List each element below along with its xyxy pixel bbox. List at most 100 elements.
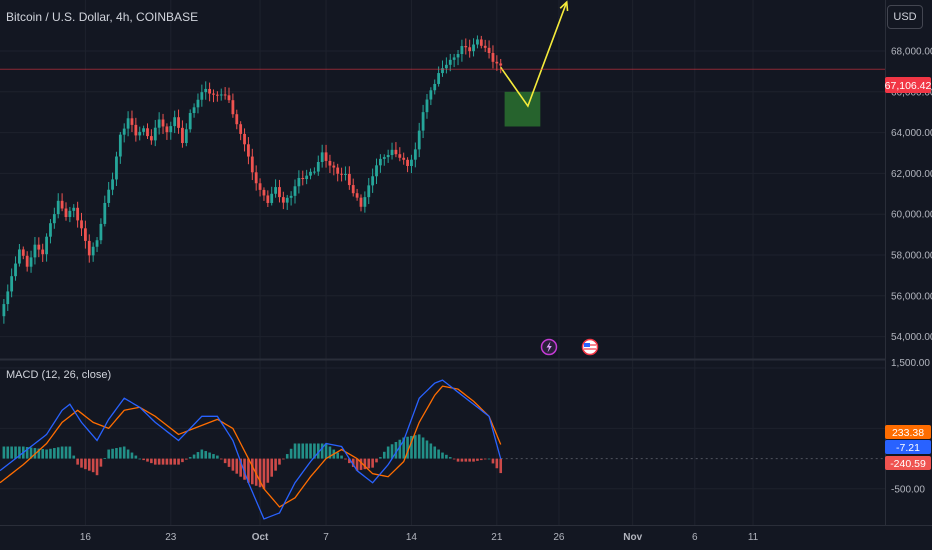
candle-body — [250, 156, 254, 173]
candle-body — [336, 167, 340, 174]
histogram-bar — [165, 458, 169, 465]
histogram-bar — [146, 458, 149, 462]
histogram-bar — [64, 446, 68, 459]
histogram-bar — [363, 458, 367, 470]
candle-body — [52, 214, 56, 224]
candle-body — [499, 63, 503, 66]
candle-body — [165, 126, 169, 133]
candle-body — [359, 197, 363, 207]
symbol-title[interactable]: Bitcoin / U.S. Dollar, 4h, COINBASE — [6, 10, 199, 24]
macd-tick-label: 1,500.00 — [891, 358, 930, 369]
candle-body — [219, 94, 223, 96]
candle-body — [305, 175, 309, 180]
histogram-bar — [320, 443, 324, 459]
candle-body — [60, 200, 64, 209]
candle-body — [173, 117, 177, 127]
candle-body — [394, 149, 398, 155]
histogram-bar — [247, 458, 250, 483]
histogram-bar — [379, 457, 382, 459]
candle-body — [313, 171, 316, 173]
histogram-bar — [285, 454, 289, 459]
candle-body — [406, 159, 409, 167]
candle-body — [371, 176, 375, 186]
price-tick-label: 68,000.00 — [891, 47, 932, 58]
histogram-bar — [499, 458, 503, 474]
histogram-bar — [18, 446, 21, 459]
histogram-bar — [41, 449, 44, 459]
time-tick-label: 21 — [491, 532, 503, 543]
histogram-bar — [433, 446, 437, 459]
candle-body — [441, 68, 444, 74]
candle-body — [83, 228, 87, 241]
candle-body — [181, 127, 184, 144]
histogram-bar — [14, 446, 17, 459]
macd-histogram — [2, 434, 503, 489]
histogram-bar — [301, 443, 305, 459]
candle-body — [134, 124, 138, 136]
candle-body — [157, 119, 161, 128]
candle-body — [126, 118, 130, 129]
histogram-bar — [410, 435, 413, 459]
candle-body — [76, 207, 80, 221]
candle-body — [142, 128, 146, 132]
time-tick-label: 14 — [406, 532, 418, 543]
candle-body — [483, 45, 487, 48]
macd-tick-label: -500.00 — [891, 484, 925, 495]
candle-body — [33, 244, 37, 258]
histogram-bar — [266, 458, 270, 483]
histogram-bar — [161, 458, 165, 465]
time-tick-label: 7 — [323, 532, 329, 543]
histogram-bar — [177, 458, 180, 465]
projection-arrowhead — [559, 0, 569, 12]
candle-body — [320, 152, 324, 162]
candle-body — [281, 197, 285, 203]
histogram-bar — [231, 458, 235, 471]
candle-body — [444, 64, 448, 69]
histogram-bar — [68, 446, 72, 459]
histogram-bar — [53, 448, 56, 459]
macd-title[interactable]: MACD (12, 26, close) — [6, 369, 112, 381]
histogram-bar — [91, 458, 95, 473]
candle-body — [452, 57, 456, 60]
lightning-event-icon[interactable] — [540, 338, 558, 356]
histogram-value-tag: -240.59 — [885, 456, 931, 470]
candle-body — [41, 249, 45, 255]
histogram-bar — [185, 458, 188, 460]
candle-body — [204, 88, 208, 93]
candle-body — [235, 114, 239, 125]
histogram-bar — [138, 458, 142, 460]
candle-body — [344, 173, 347, 175]
price-tick-label: 60,000.00 — [891, 210, 932, 221]
candle-body — [115, 156, 118, 180]
us-flag-event-icon[interactable] — [581, 338, 599, 356]
candle-body — [196, 99, 200, 108]
histogram-bar — [472, 458, 475, 462]
candle-body — [138, 131, 142, 136]
histogram-bar — [480, 458, 483, 461]
candle-body — [328, 160, 332, 166]
histogram-bar — [340, 455, 343, 459]
candle-body — [390, 149, 394, 156]
time-tick-label: 6 — [692, 532, 698, 543]
candle-body — [367, 185, 371, 198]
histogram-bar — [297, 443, 301, 459]
candle-body — [223, 94, 227, 96]
candle-body — [21, 249, 25, 256]
histogram-bar — [491, 458, 495, 464]
candle-body — [347, 173, 351, 186]
candle-body — [72, 207, 76, 211]
currency-button[interactable]: USD — [887, 5, 923, 29]
histogram-bar — [254, 458, 258, 486]
histogram-bar — [359, 458, 363, 470]
histogram-bar — [29, 447, 33, 459]
histogram-bar — [2, 446, 6, 459]
histogram-bar — [460, 458, 464, 462]
candle-body — [56, 200, 60, 215]
histogram-bar — [80, 458, 83, 468]
candle-body — [429, 90, 433, 100]
candle-body — [130, 118, 134, 125]
candle-body — [215, 94, 219, 96]
time-axis[interactable]: 16 23 Oct 7 14 21 26 Nov 6 11 — [80, 532, 759, 543]
candle-body — [332, 165, 336, 168]
